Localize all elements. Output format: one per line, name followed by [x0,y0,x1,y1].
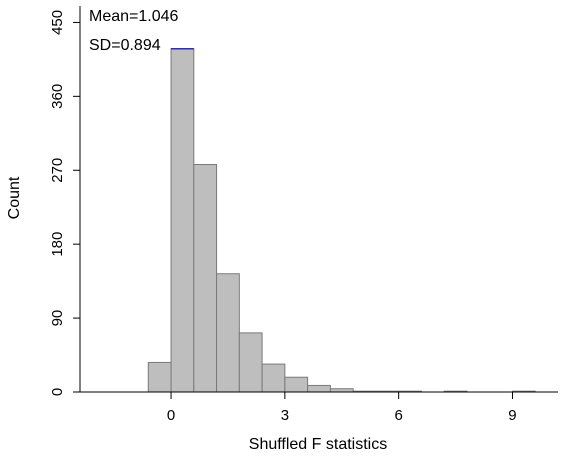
histogram-bar [285,377,308,392]
x-axis-title: Shuffled F statistics [249,436,387,453]
histogram-bar [148,362,171,392]
y-tick-label: 360 [49,84,66,109]
histogram-bar [194,165,217,392]
y-tick-label: 270 [49,158,66,183]
x-tick-label: 9 [508,407,516,424]
x-tick-label: 3 [281,407,289,424]
y-tick-label: 450 [49,10,66,35]
y-tick-label: 90 [49,310,66,327]
y-tick-label: 180 [49,232,66,257]
x-tick-label: 6 [394,407,402,424]
histogram-bar [239,333,262,392]
y-axis-ticks: 0 90 180 270 360 450 [49,10,80,396]
histogram-bar [262,364,285,392]
y-axis-title: Count [6,176,23,219]
histogram-bar [308,385,331,392]
x-axis-ticks: 0 3 6 9 [167,392,517,424]
histogram-bars [148,49,535,392]
histogram-bar [171,49,194,392]
mean-annotation: Mean=1.046 [89,8,179,25]
y-tick-label: 0 [49,388,66,396]
sd-annotation: SD=0.894 [89,37,161,54]
histogram-bar [217,274,240,392]
x-tick-label: 0 [167,407,175,424]
